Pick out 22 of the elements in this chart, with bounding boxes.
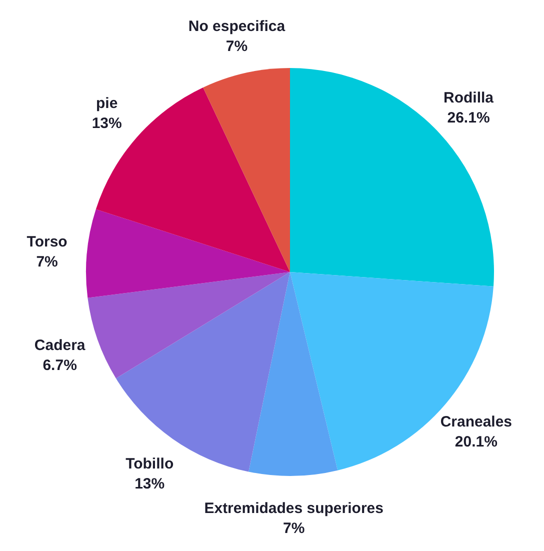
- slice-label: Cadera: [34, 336, 86, 354]
- pie-slice: [88, 272, 290, 378]
- pie-slice: [290, 68, 494, 286]
- data-label: 7%: [226, 38, 248, 55]
- data-label: 7%: [36, 253, 58, 270]
- data-label: 20.1%: [454, 434, 498, 451]
- slice-label: Extremidades superiores: [204, 500, 384, 517]
- slice-label: No especifica: [188, 18, 286, 35]
- data-label: 13%: [92, 114, 122, 132]
- pie-slice: [116, 272, 290, 472]
- data-label: 6.7%: [42, 356, 77, 374]
- pie-slice: [86, 209, 290, 298]
- slice-label: Craneales: [440, 414, 512, 431]
- slice-label: Tobillo: [126, 456, 174, 473]
- slice-label: Torso: [26, 233, 68, 250]
- pie-slice: [248, 272, 338, 476]
- pie-slice: [203, 68, 290, 272]
- data-label: 7%: [282, 520, 305, 537]
- data-label: 13%: [134, 476, 165, 493]
- slice-label: Rodilla: [444, 90, 494, 107]
- slice-label: pie: [96, 94, 118, 112]
- data-label: 26.1%: [447, 110, 490, 127]
